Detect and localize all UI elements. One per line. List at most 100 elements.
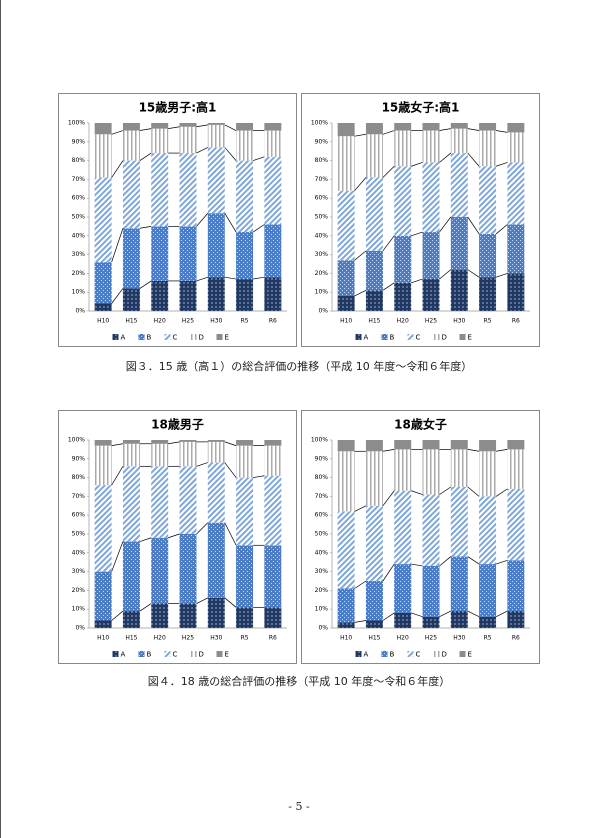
series-line bbox=[252, 156, 265, 161]
bar-segment bbox=[337, 622, 355, 628]
bar-segment bbox=[94, 445, 112, 486]
chart-frame: 15歳男子:高1 0% 10% 20% 30% 40% 50% 60% 70% 80% 90% 100… bbox=[58, 93, 297, 347]
bar-segment bbox=[365, 177, 383, 251]
bar-segment bbox=[179, 123, 197, 127]
bar-segment bbox=[365, 123, 383, 135]
bar-segment bbox=[337, 260, 355, 296]
bar-segment bbox=[394, 612, 412, 628]
bar-segment bbox=[394, 490, 412, 565]
bar-segment bbox=[236, 545, 254, 608]
legend-swatch bbox=[407, 334, 414, 340]
bar-segment bbox=[450, 611, 468, 628]
series-line bbox=[411, 162, 423, 167]
x-tick-label: H15 bbox=[125, 635, 137, 642]
series-line bbox=[382, 490, 395, 507]
series-line bbox=[111, 160, 124, 178]
series-line bbox=[111, 443, 124, 446]
y-tick-label: 80% bbox=[72, 474, 86, 481]
x-tick-label: H25 bbox=[182, 318, 194, 325]
bar-segment bbox=[450, 449, 468, 487]
legend-label: C bbox=[416, 334, 421, 342]
chart-frame: 18歳男子 0% 10% 20% 30% 40% 50% 60% 70% 80% 90% 100% H1… bbox=[58, 410, 297, 664]
series-line bbox=[411, 490, 423, 495]
bar-segment bbox=[207, 597, 225, 628]
series-line bbox=[439, 216, 452, 233]
series-line bbox=[354, 250, 367, 261]
bar-segment bbox=[507, 132, 525, 163]
x-tick-label: H25 bbox=[182, 635, 194, 642]
chart-title: 15歳男子:高1 bbox=[139, 100, 217, 115]
y-tick-label: 60% bbox=[72, 512, 86, 519]
series-line bbox=[439, 610, 451, 618]
bar-segment bbox=[264, 130, 282, 157]
bar-segment bbox=[122, 611, 140, 628]
legend-label: B bbox=[390, 334, 395, 342]
bar-segment bbox=[337, 440, 355, 452]
chart-title: 18歳女子 bbox=[394, 417, 447, 432]
series-line bbox=[252, 276, 265, 280]
bar-segment bbox=[207, 462, 225, 523]
series-line bbox=[411, 612, 423, 618]
x-tick-label: H20 bbox=[154, 318, 166, 325]
bar-segment bbox=[122, 466, 140, 542]
bar-segment bbox=[507, 224, 525, 274]
y-tick-label: 50% bbox=[72, 531, 86, 538]
bar-segment bbox=[94, 123, 112, 135]
bar-segment bbox=[394, 235, 412, 283]
y-tick-label: 40% bbox=[72, 549, 86, 556]
series-line bbox=[467, 610, 480, 618]
legend-swatch bbox=[355, 334, 362, 340]
y-tick-label: 20% bbox=[315, 587, 329, 594]
y-tick-label: 90% bbox=[315, 138, 329, 145]
bar-segment bbox=[450, 128, 468, 154]
bar-segment bbox=[179, 126, 197, 154]
legend-swatch bbox=[164, 651, 171, 657]
series-line bbox=[139, 603, 152, 612]
y-tick-label: 10% bbox=[72, 606, 86, 613]
x-tick-label: H20 bbox=[154, 635, 166, 642]
bar-segment bbox=[151, 466, 169, 538]
bar-segment bbox=[507, 560, 525, 612]
y-tick-label: 80% bbox=[315, 474, 329, 481]
legend-swatch bbox=[433, 334, 440, 340]
bar-segment bbox=[207, 522, 225, 598]
y-tick-label: 80% bbox=[72, 157, 86, 164]
bar-segment bbox=[236, 607, 254, 628]
x-tick-label: H25 bbox=[425, 318, 437, 325]
bar-segment bbox=[422, 616, 440, 628]
series-line bbox=[467, 216, 480, 235]
bar-segment bbox=[365, 440, 383, 452]
y-tick-label: 20% bbox=[72, 587, 86, 594]
bar-segment bbox=[450, 269, 468, 311]
bar-segment bbox=[422, 162, 440, 233]
bar-segment bbox=[422, 565, 440, 617]
bar-segment bbox=[207, 123, 225, 125]
series-line bbox=[252, 224, 265, 233]
series-line bbox=[139, 152, 152, 161]
y-tick-label: 30% bbox=[72, 251, 86, 258]
legend-label: D bbox=[199, 334, 204, 342]
y-tick-label: 90% bbox=[72, 455, 86, 462]
series-line bbox=[196, 462, 208, 467]
bar-segment bbox=[179, 603, 197, 628]
series-line bbox=[439, 486, 451, 495]
series-line bbox=[411, 231, 423, 237]
bar-segment bbox=[122, 288, 140, 311]
y-tick-label: 0% bbox=[75, 308, 85, 315]
legend-label: C bbox=[416, 651, 421, 659]
bar-segment bbox=[394, 130, 412, 167]
y-tick-label: 10% bbox=[72, 289, 86, 296]
chart: 15歳女子:高1 0% 10% 20% 30% 40% 50% 60% 70% 80% 90% 100… bbox=[311, 100, 530, 342]
bar-segment bbox=[151, 537, 169, 604]
bar-segment bbox=[207, 440, 225, 442]
bar-segment bbox=[422, 130, 440, 163]
legend-swatch bbox=[216, 334, 223, 340]
series-line bbox=[111, 610, 124, 621]
series-line bbox=[495, 610, 508, 618]
bar-segment bbox=[94, 485, 112, 572]
bar-segment bbox=[207, 277, 225, 311]
legend-label: C bbox=[173, 334, 178, 342]
legend-label: D bbox=[199, 651, 204, 659]
bar-segment bbox=[264, 277, 282, 311]
y-tick-label: 80% bbox=[315, 157, 329, 164]
